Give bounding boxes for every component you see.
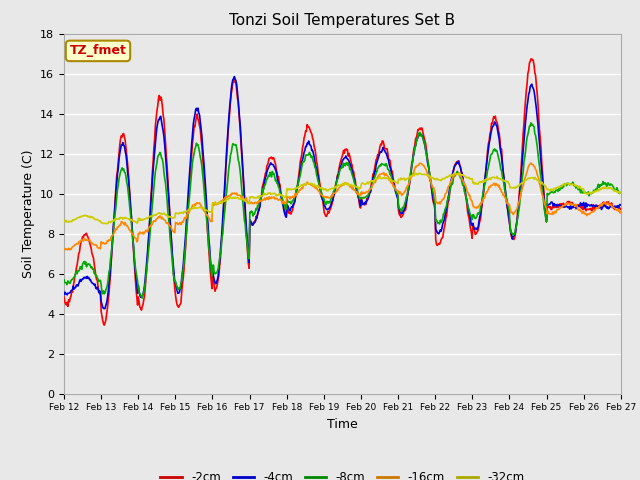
Legend: -2cm, -4cm, -8cm, -16cm, -32cm: -2cm, -4cm, -8cm, -16cm, -32cm	[156, 466, 529, 480]
Title: Tonzi Soil Temperatures Set B: Tonzi Soil Temperatures Set B	[229, 13, 456, 28]
X-axis label: Time: Time	[327, 418, 358, 431]
Text: TZ_fmet: TZ_fmet	[70, 44, 127, 58]
Y-axis label: Soil Temperature (C): Soil Temperature (C)	[22, 149, 35, 278]
